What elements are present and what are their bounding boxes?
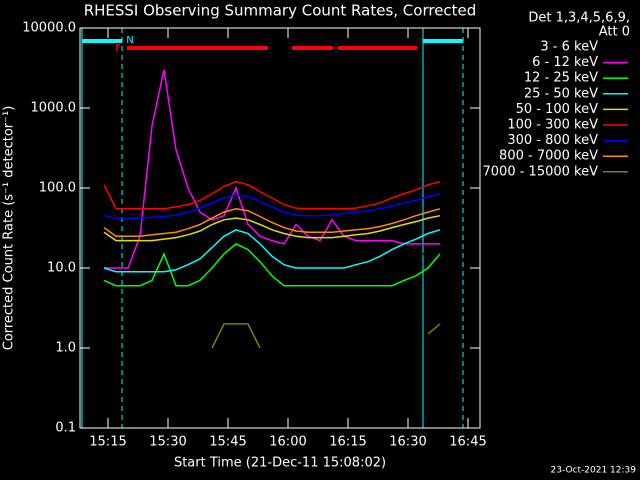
series-line — [103, 228, 441, 273]
x-tick-label: 15:15 — [89, 435, 126, 450]
x-tick-label: 16:15 — [329, 435, 366, 450]
y-tick-label: 1000.0 — [31, 101, 77, 116]
legend-label: 50 - 100 keV — [516, 102, 599, 117]
flags: F N — [81, 28, 464, 428]
series-line — [104, 69, 440, 269]
x-tick-label: 16:30 — [389, 435, 426, 450]
legend-label: 300 - 800 keV — [507, 133, 598, 148]
timestamp: 23-Oct-2021 12:39 — [551, 466, 637, 476]
series-line — [103, 180, 441, 210]
series-line — [103, 243, 441, 287]
x-tick-label: 15:45 — [209, 435, 246, 450]
y-tick-label: 0.1 — [55, 421, 76, 436]
x-tick-label: 16:00 — [269, 435, 306, 450]
y-tick-label: 10000.0 — [22, 21, 76, 36]
night-flag: N — [126, 35, 133, 46]
x-tick-label: 15:30 — [149, 435, 186, 450]
x-axis-label: Start Time (21-Dec-11 15:08:02) — [174, 456, 386, 471]
y-axis-label: Corrected Count Rate (s⁻¹ detector⁻¹) — [2, 106, 17, 351]
legend-label: 100 - 300 keV — [507, 118, 598, 133]
series-line — [211, 323, 441, 349]
legend-label: 3 - 6 keV — [540, 40, 598, 55]
legend-label: 12 - 25 keV — [524, 71, 598, 86]
legend-title: Att 0 — [599, 25, 630, 40]
legend-title: Det 1,3,4,5,6,9, — [528, 11, 630, 26]
y-tick-label: 1.0 — [55, 341, 76, 356]
chart-title: RHESSI Observing Summary Count Rates, Co… — [84, 2, 477, 20]
y-tick-label: 10.0 — [47, 261, 76, 276]
flare-flag: F — [115, 43, 121, 54]
plot-frame — [79, 27, 481, 429]
series-line — [103, 208, 441, 237]
legend-label: 800 - 7000 keV — [499, 149, 598, 164]
legend-label: 6 - 12 keV — [532, 55, 598, 70]
legend-label: 25 - 50 keV — [524, 86, 598, 101]
x-tick-label: 16:45 — [449, 435, 486, 450]
series-line — [103, 214, 441, 242]
series-line — [103, 192, 441, 219]
legend-label: 7000 - 15000 keV — [483, 164, 599, 179]
y-tick-label: 100.0 — [39, 181, 76, 196]
